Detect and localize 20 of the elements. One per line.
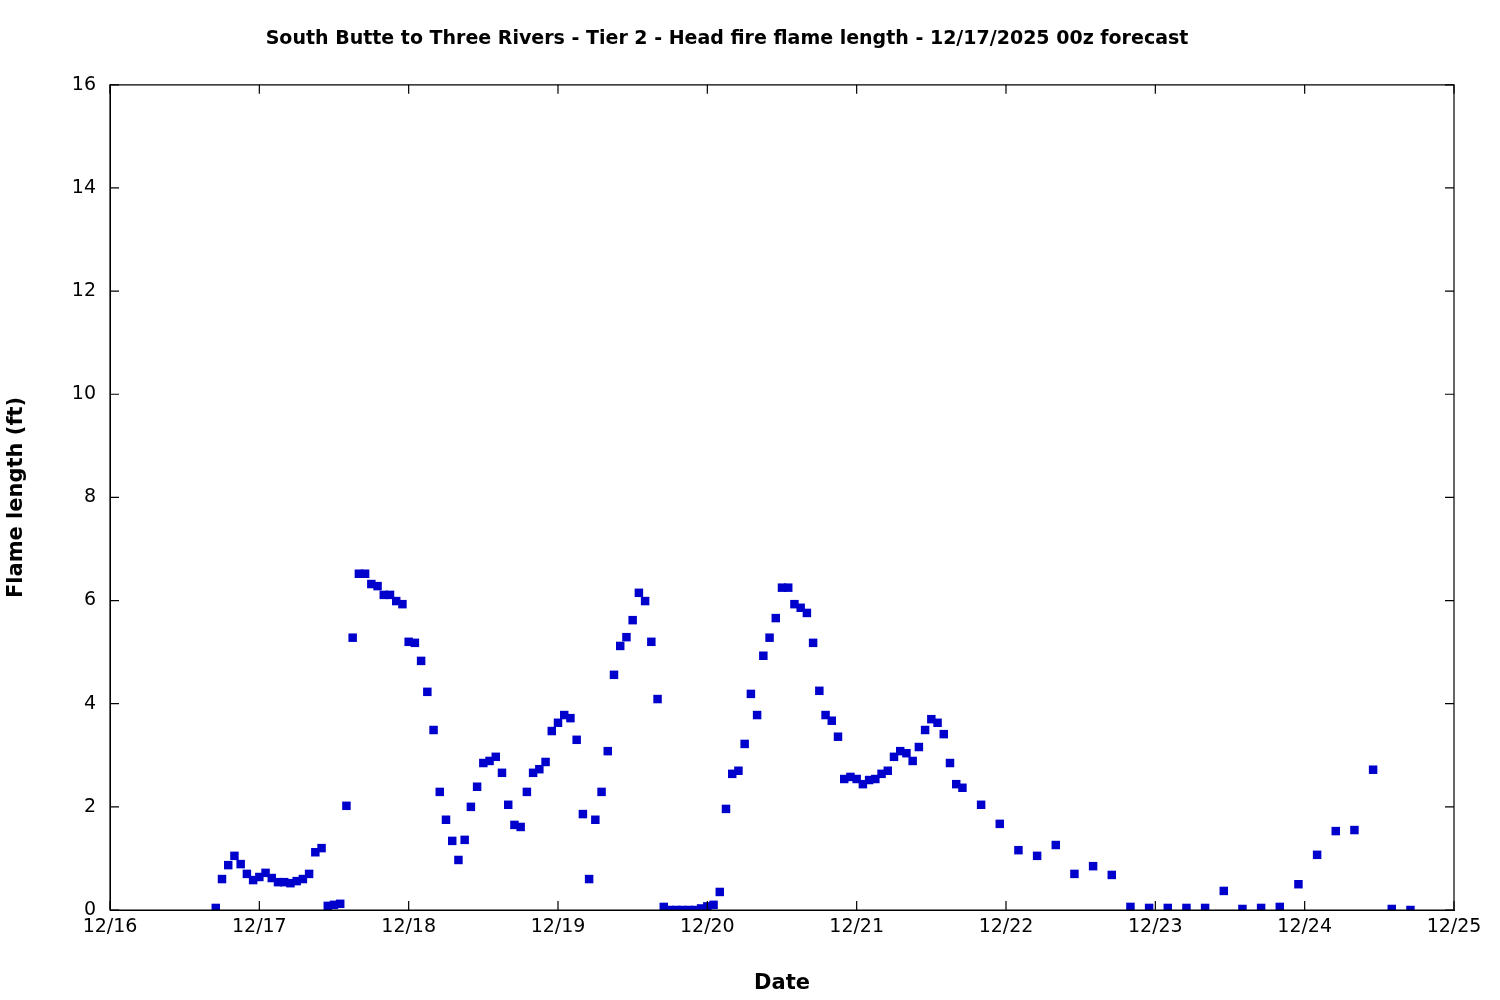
y-tick-label: 2 [83, 793, 96, 816]
y-tick-label: 4 [83, 690, 96, 713]
x-tick-label: 12/25 [1426, 914, 1482, 937]
x-tick-label: 12/20 [679, 914, 735, 937]
y-tick-label: 10 [71, 381, 96, 404]
y-tick-label: 16 [71, 71, 96, 94]
x-tick-label: 12/17 [231, 914, 287, 937]
x-tick-label: 12/19 [530, 914, 586, 937]
y-tick-label: 14 [71, 174, 96, 197]
y-tick-label: 6 [83, 587, 96, 610]
x-tick-label: 12/24 [1277, 914, 1333, 937]
x-tick-label: 12/18 [381, 914, 437, 937]
y-tick-label: 8 [83, 484, 96, 507]
x-axis-title: Date [754, 969, 810, 994]
x-tick-label: 12/22 [978, 914, 1034, 937]
y-axis-title: Flame length (ft) [3, 396, 28, 599]
x-tick-label: 12/23 [1127, 914, 1183, 937]
x-tick-label: 12/21 [829, 914, 885, 937]
y-tick-label: 12 [71, 278, 96, 301]
chart-title: South Butte to Three Rivers - Tier 2 - Head fire flame length - 12/17/2025 00z forecast [265, 26, 1189, 49]
